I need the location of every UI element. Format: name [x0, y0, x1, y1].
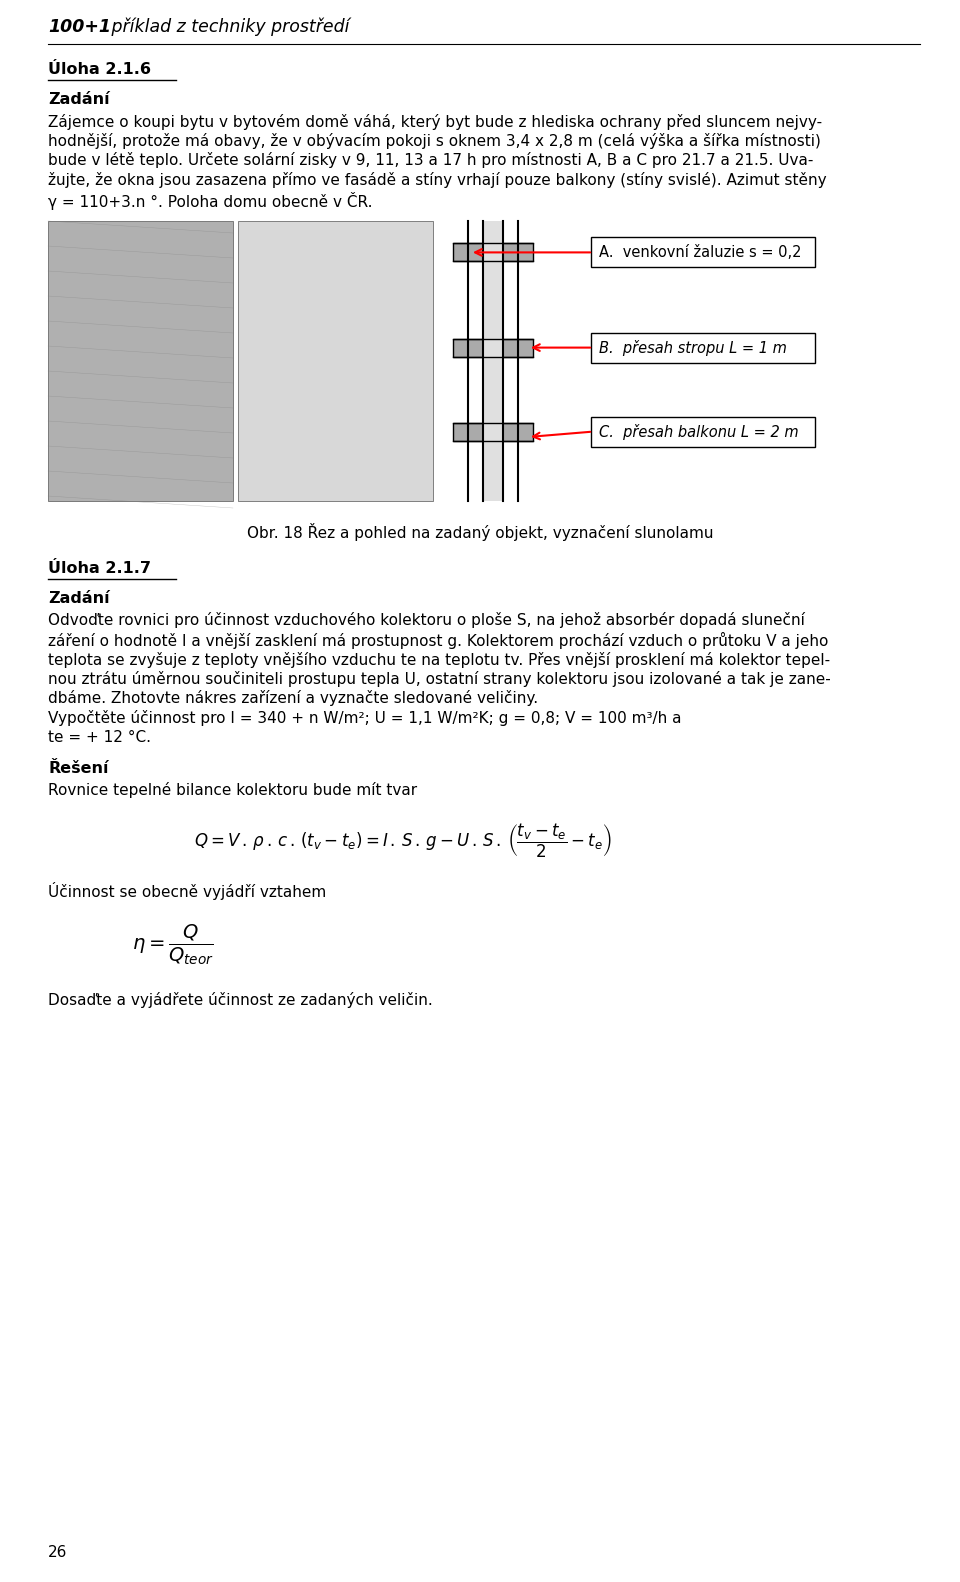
Text: Zájemce o koupi bytu v bytovém domě váhá, který byt bude z hlediska ochrany před: Zájemce o koupi bytu v bytovém domě váhá… — [48, 114, 822, 130]
Bar — [453, 244, 533, 261]
Text: Úloha 2.1.7: Úloha 2.1.7 — [48, 562, 151, 576]
Bar — [453, 422, 533, 441]
Text: Řešení: Řešení — [48, 761, 108, 777]
FancyBboxPatch shape — [591, 237, 815, 267]
Text: žujte, že okna jsou zasazena přímo ve fasádě a stíny vrhají pouze balkony (stíny: žujte, že okna jsou zasazena přímo ve fa… — [48, 172, 827, 188]
Text: Účinnost se obecně vyjádří vztahem: Účinnost se obecně vyjádří vztahem — [48, 883, 326, 900]
Text: Zadání: Zadání — [48, 592, 109, 606]
Bar — [483, 221, 503, 501]
Text: Rovnice tepelné bilance kolektoru bude mít tvar: Rovnice tepelné bilance kolektoru bude m… — [48, 783, 418, 799]
Text: $Q = V\,.\,\rho\,.\,c\,.\,(t_v - t_e) = I\,.\,S\,.\,g - U\,.\,S\,.\,\left(\dfrac: $Q = V\,.\,\rho\,.\,c\,.\,(t_v - t_e) = … — [195, 823, 612, 861]
Text: dbáme. Zhotovte nákres zařízení a vyznačte sledované veličiny.: dbáme. Zhotovte nákres zařízení a vyznač… — [48, 690, 539, 707]
Text: te = + 12 °C.: te = + 12 °C. — [48, 729, 151, 745]
Text: A.  venkovní žaluzie s = 0,2: A. venkovní žaluzie s = 0,2 — [599, 245, 802, 259]
Text: bude v létě teplo. Určete solární zisky v 9, 11, 13 a 17 h pro místnosti A, B a : bude v létě teplo. Určete solární zisky … — [48, 152, 813, 169]
Text: Úloha 2.1.6: Úloha 2.1.6 — [48, 62, 151, 78]
Text: Dosaďte a vyjádřete účinnost ze zadaných veličin.: Dosaďte a vyjádřete účinnost ze zadaných… — [48, 992, 433, 1008]
Text: $\eta = \dfrac{Q}{Q_{teor}}$: $\eta = \dfrac{Q}{Q_{teor}}$ — [132, 922, 214, 967]
Bar — [48, 221, 233, 501]
Text: hodnější, protože má obavy, že v obývacím pokoji s oknem 3,4 x 2,8 m (celá výška: hodnější, protože má obavy, že v obývací… — [48, 133, 821, 149]
Text: nou ztrátu úměrnou součiniteli prostupu tepla U, ostatní strany kolektoru jsou i: nou ztrátu úměrnou součiniteli prostupu … — [48, 671, 830, 687]
Text: γ = 110+3.n °. Poloha domu obecně v ČR.: γ = 110+3.n °. Poloha domu obecně v ČR. — [48, 191, 372, 209]
Text: Zadání: Zadání — [48, 92, 109, 108]
FancyBboxPatch shape — [591, 332, 815, 362]
Text: 26: 26 — [48, 1546, 67, 1560]
Text: Vypočtěte účinnost pro I = 340 + n W/m²; U = 1,1 W/m²K; g = 0,8; V = 100 m³/h a: Vypočtěte účinnost pro I = 340 + n W/m²;… — [48, 710, 682, 726]
Text: příklad z techniky prostředí: příklad z techniky prostředí — [106, 17, 349, 36]
Bar — [453, 339, 533, 356]
FancyBboxPatch shape — [591, 416, 815, 446]
Text: 100+1: 100+1 — [48, 17, 111, 36]
Bar — [238, 221, 433, 501]
Text: C.  přesah balkonu L = 2 m: C. přesah balkonu L = 2 m — [599, 424, 799, 440]
Text: záření o hodnotě I a vnější zasklení má prostupnost g. Kolektorem prochází vzduc: záření o hodnotě I a vnější zasklení má … — [48, 631, 828, 649]
Text: Obr. 18 Řez a pohled na zadaný objekt, vyznačení slunolamu: Obr. 18 Řez a pohled na zadaný objekt, v… — [247, 524, 713, 541]
Text: B.  přesah stropu L = 1 m: B. přesah stropu L = 1 m — [599, 340, 787, 356]
Text: Odvoďte rovnici pro účinnost vzduchového kolektoru o ploše S, na jehož absorbér : Odvoďte rovnici pro účinnost vzduchového… — [48, 612, 804, 628]
Text: teplota se zvyšuje z teploty vnějšího vzduchu te na teplotu tv. Přes vnější pros: teplota se zvyšuje z teploty vnějšího vz… — [48, 652, 830, 668]
